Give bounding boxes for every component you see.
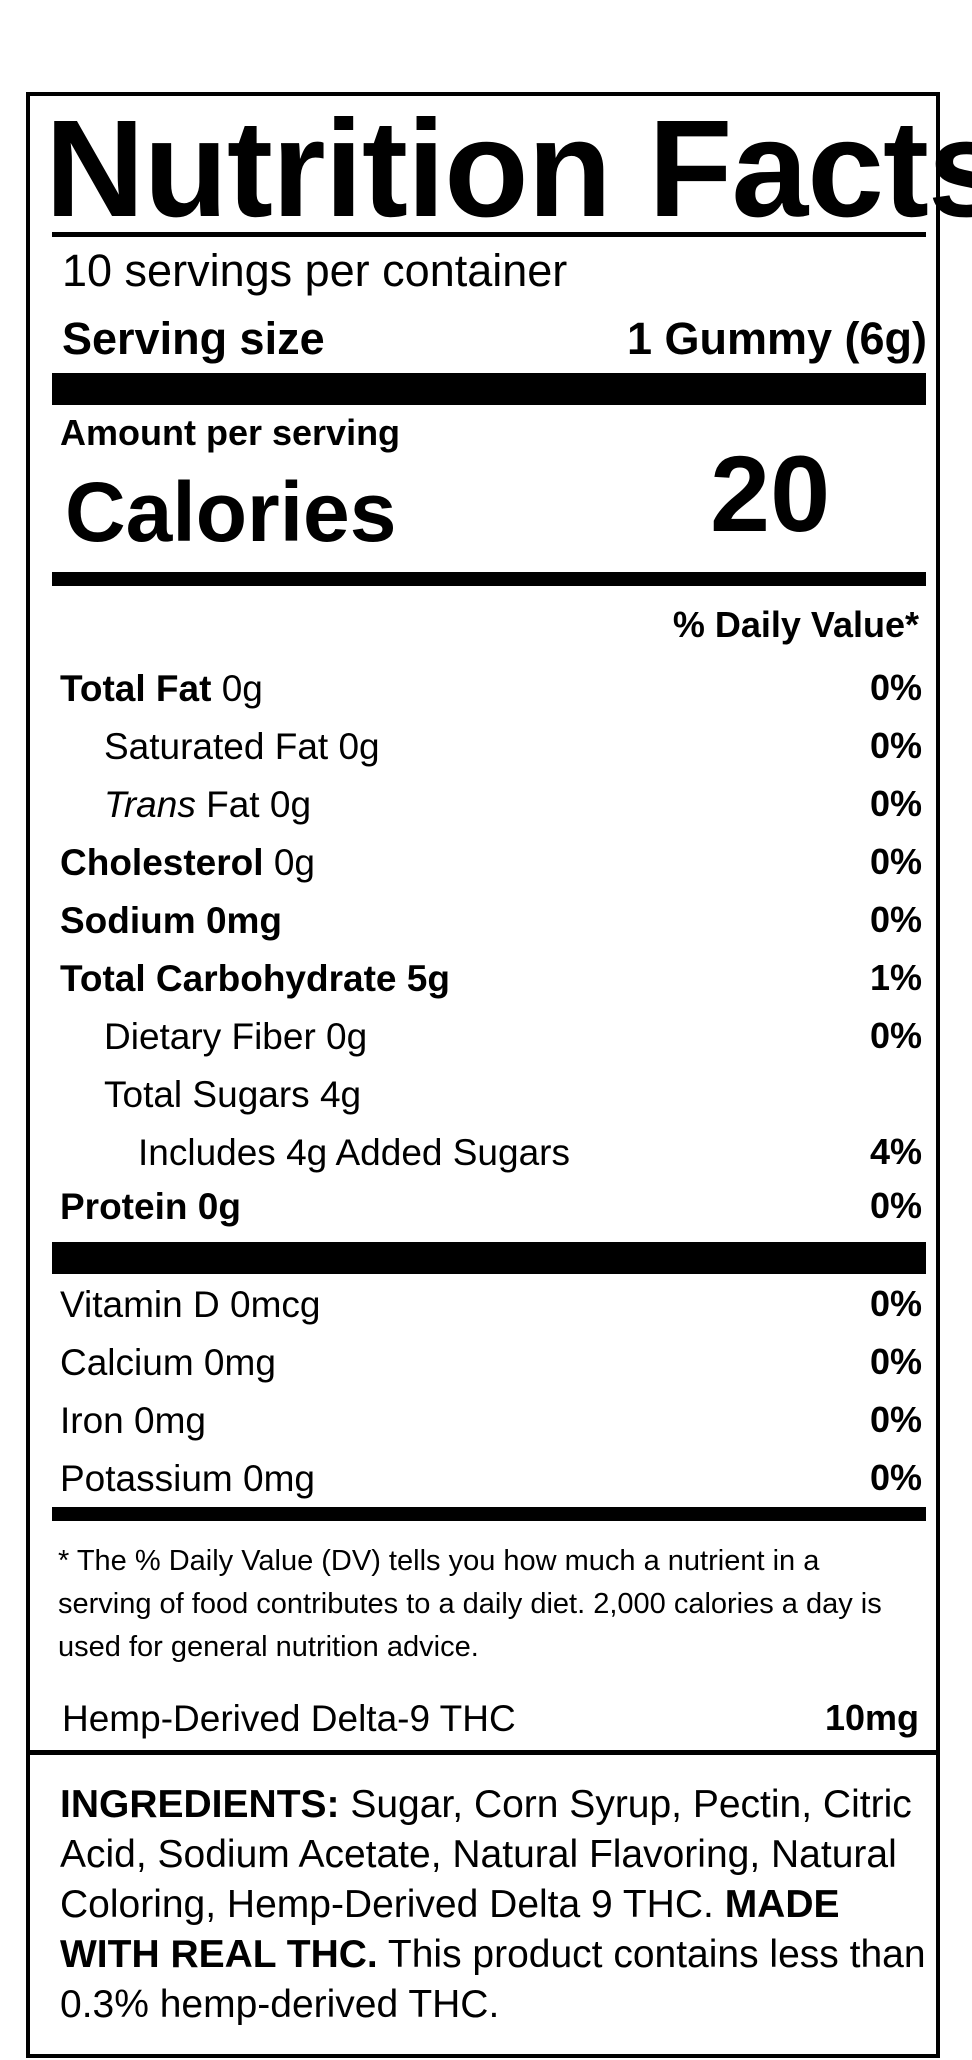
vitamin-name: Calcium 0mg	[60, 1342, 276, 1383]
servings-per-container: 10 servings per container	[62, 245, 568, 296]
nutrient-name-italic: Trans	[104, 784, 196, 825]
nutrient-row-sodium: Sodium 0mg 0%	[60, 902, 922, 946]
nutrient-name: Fat 0g	[195, 784, 312, 825]
calories-value: 20	[710, 433, 831, 554]
nutrient-name: Total Sugars 4g	[104, 1074, 362, 1115]
nutrient-amount: 0g	[263, 842, 315, 883]
nutrient-row-protein: Protein 0g 0%	[60, 1188, 922, 1232]
nutrient-row-total-sugars: Total Sugars 4g	[60, 1076, 922, 1120]
nutrient-row-total-carbohydrate: Total Carbohydrate 5g 1%	[60, 960, 922, 1004]
nutrient-name: Saturated Fat 0g	[104, 726, 380, 767]
nutrient-name: Dietary Fiber 0g	[104, 1016, 368, 1057]
vitamin-dv: 0%	[869, 1341, 922, 1382]
calories-label: Calories	[65, 465, 397, 559]
thc-value: 10mg	[824, 1697, 919, 1738]
vitamin-dv: 0%	[869, 1457, 922, 1498]
serving-thick-rule	[52, 373, 926, 405]
thc-statement-heading: MADE WITH REAL THC.	[60, 1883, 840, 1976]
nutrient-dv: 0%	[869, 1185, 922, 1226]
nutrient-dv: 4%	[869, 1131, 922, 1172]
nutrient-row-total-fat: Total Fat 0g 0%	[60, 670, 922, 714]
nutrient-dv: 0%	[869, 725, 922, 766]
nutrient-dv: 0%	[869, 783, 922, 824]
nutrient-row-dietary-fiber: Dietary Fiber 0g 0%	[60, 1018, 922, 1062]
nutrient-name: Total Fat	[60, 668, 212, 709]
nutrition-facts-title: Nutrition Facts	[45, 92, 972, 246]
protein-thick-rule	[52, 1242, 926, 1274]
thc-statement: This product contains less than 0.3% hem…	[60, 1933, 926, 2026]
nutrient-dv: 0%	[869, 1015, 922, 1056]
vitamin-row-potassium: Potassium 0mg 0%	[60, 1460, 922, 1504]
amount-per-serving: Amount per serving	[60, 412, 401, 453]
vitamin-row-iron: Iron 0mg 0%	[60, 1402, 922, 1446]
nutrient-dv: 0%	[869, 899, 922, 940]
thc-label: Hemp-Derived Delta-9 THC	[62, 1698, 516, 1739]
ingredients-divider	[26, 1750, 940, 1755]
vitamins-rule	[52, 1507, 926, 1521]
ingredients-heading: INGREDIENTS:	[60, 1783, 340, 1826]
vitamin-name: Vitamin D 0mcg	[60, 1284, 321, 1325]
nutrient-name: Protein 0g	[60, 1186, 241, 1227]
nutrient-name: Includes 4g Added Sugars	[138, 1132, 570, 1173]
nutrient-dv: 1%	[869, 957, 922, 998]
serving-size-value: 1 Gummy (6g)	[626, 313, 927, 364]
daily-value-header: % Daily Value*	[672, 604, 919, 645]
vitamin-dv: 0%	[869, 1399, 922, 1440]
vitamin-row-calcium: Calcium 0mg 0%	[60, 1344, 922, 1388]
nutrient-name: Total Carbohydrate 5g	[60, 958, 450, 999]
ingredients-panel: INGREDIENTS: Sugar, Corn Syrup, Pectin, …	[60, 1780, 940, 2030]
nutrient-row-saturated-fat: Saturated Fat 0g 0%	[60, 728, 922, 772]
nutrient-amount: 0g	[211, 668, 263, 709]
nutrient-row-trans-fat: Trans Fat 0g 0%	[60, 786, 922, 830]
title-rule	[52, 232, 926, 237]
vitamin-name: Iron 0mg	[60, 1400, 207, 1441]
nutrient-name: Cholesterol	[60, 842, 264, 883]
nutrition-label-border	[26, 92, 940, 2058]
nutrient-name: Sodium 0mg	[60, 900, 283, 941]
ingredients-list: Sugar, Corn Syrup, Pectin, Citric Acid, …	[60, 1783, 912, 1926]
daily-value-footnote: * The % Daily Value (DV) tells you how m…	[58, 1545, 882, 1663]
nutrient-dv: 0%	[869, 667, 922, 708]
nutrient-dv: 0%	[869, 841, 922, 882]
nutrient-row-cholesterol: Cholesterol 0g 0%	[60, 844, 922, 888]
calories-rule	[52, 572, 926, 586]
vitamin-dv: 0%	[869, 1283, 922, 1324]
vitamin-row-vitamin-d: Vitamin D 0mcg 0%	[60, 1286, 922, 1330]
nutrient-row-added-sugars: Includes 4g Added Sugars 4%	[60, 1134, 922, 1178]
vitamin-name: Potassium 0mg	[60, 1458, 315, 1499]
serving-size-label: Serving size	[62, 313, 325, 364]
